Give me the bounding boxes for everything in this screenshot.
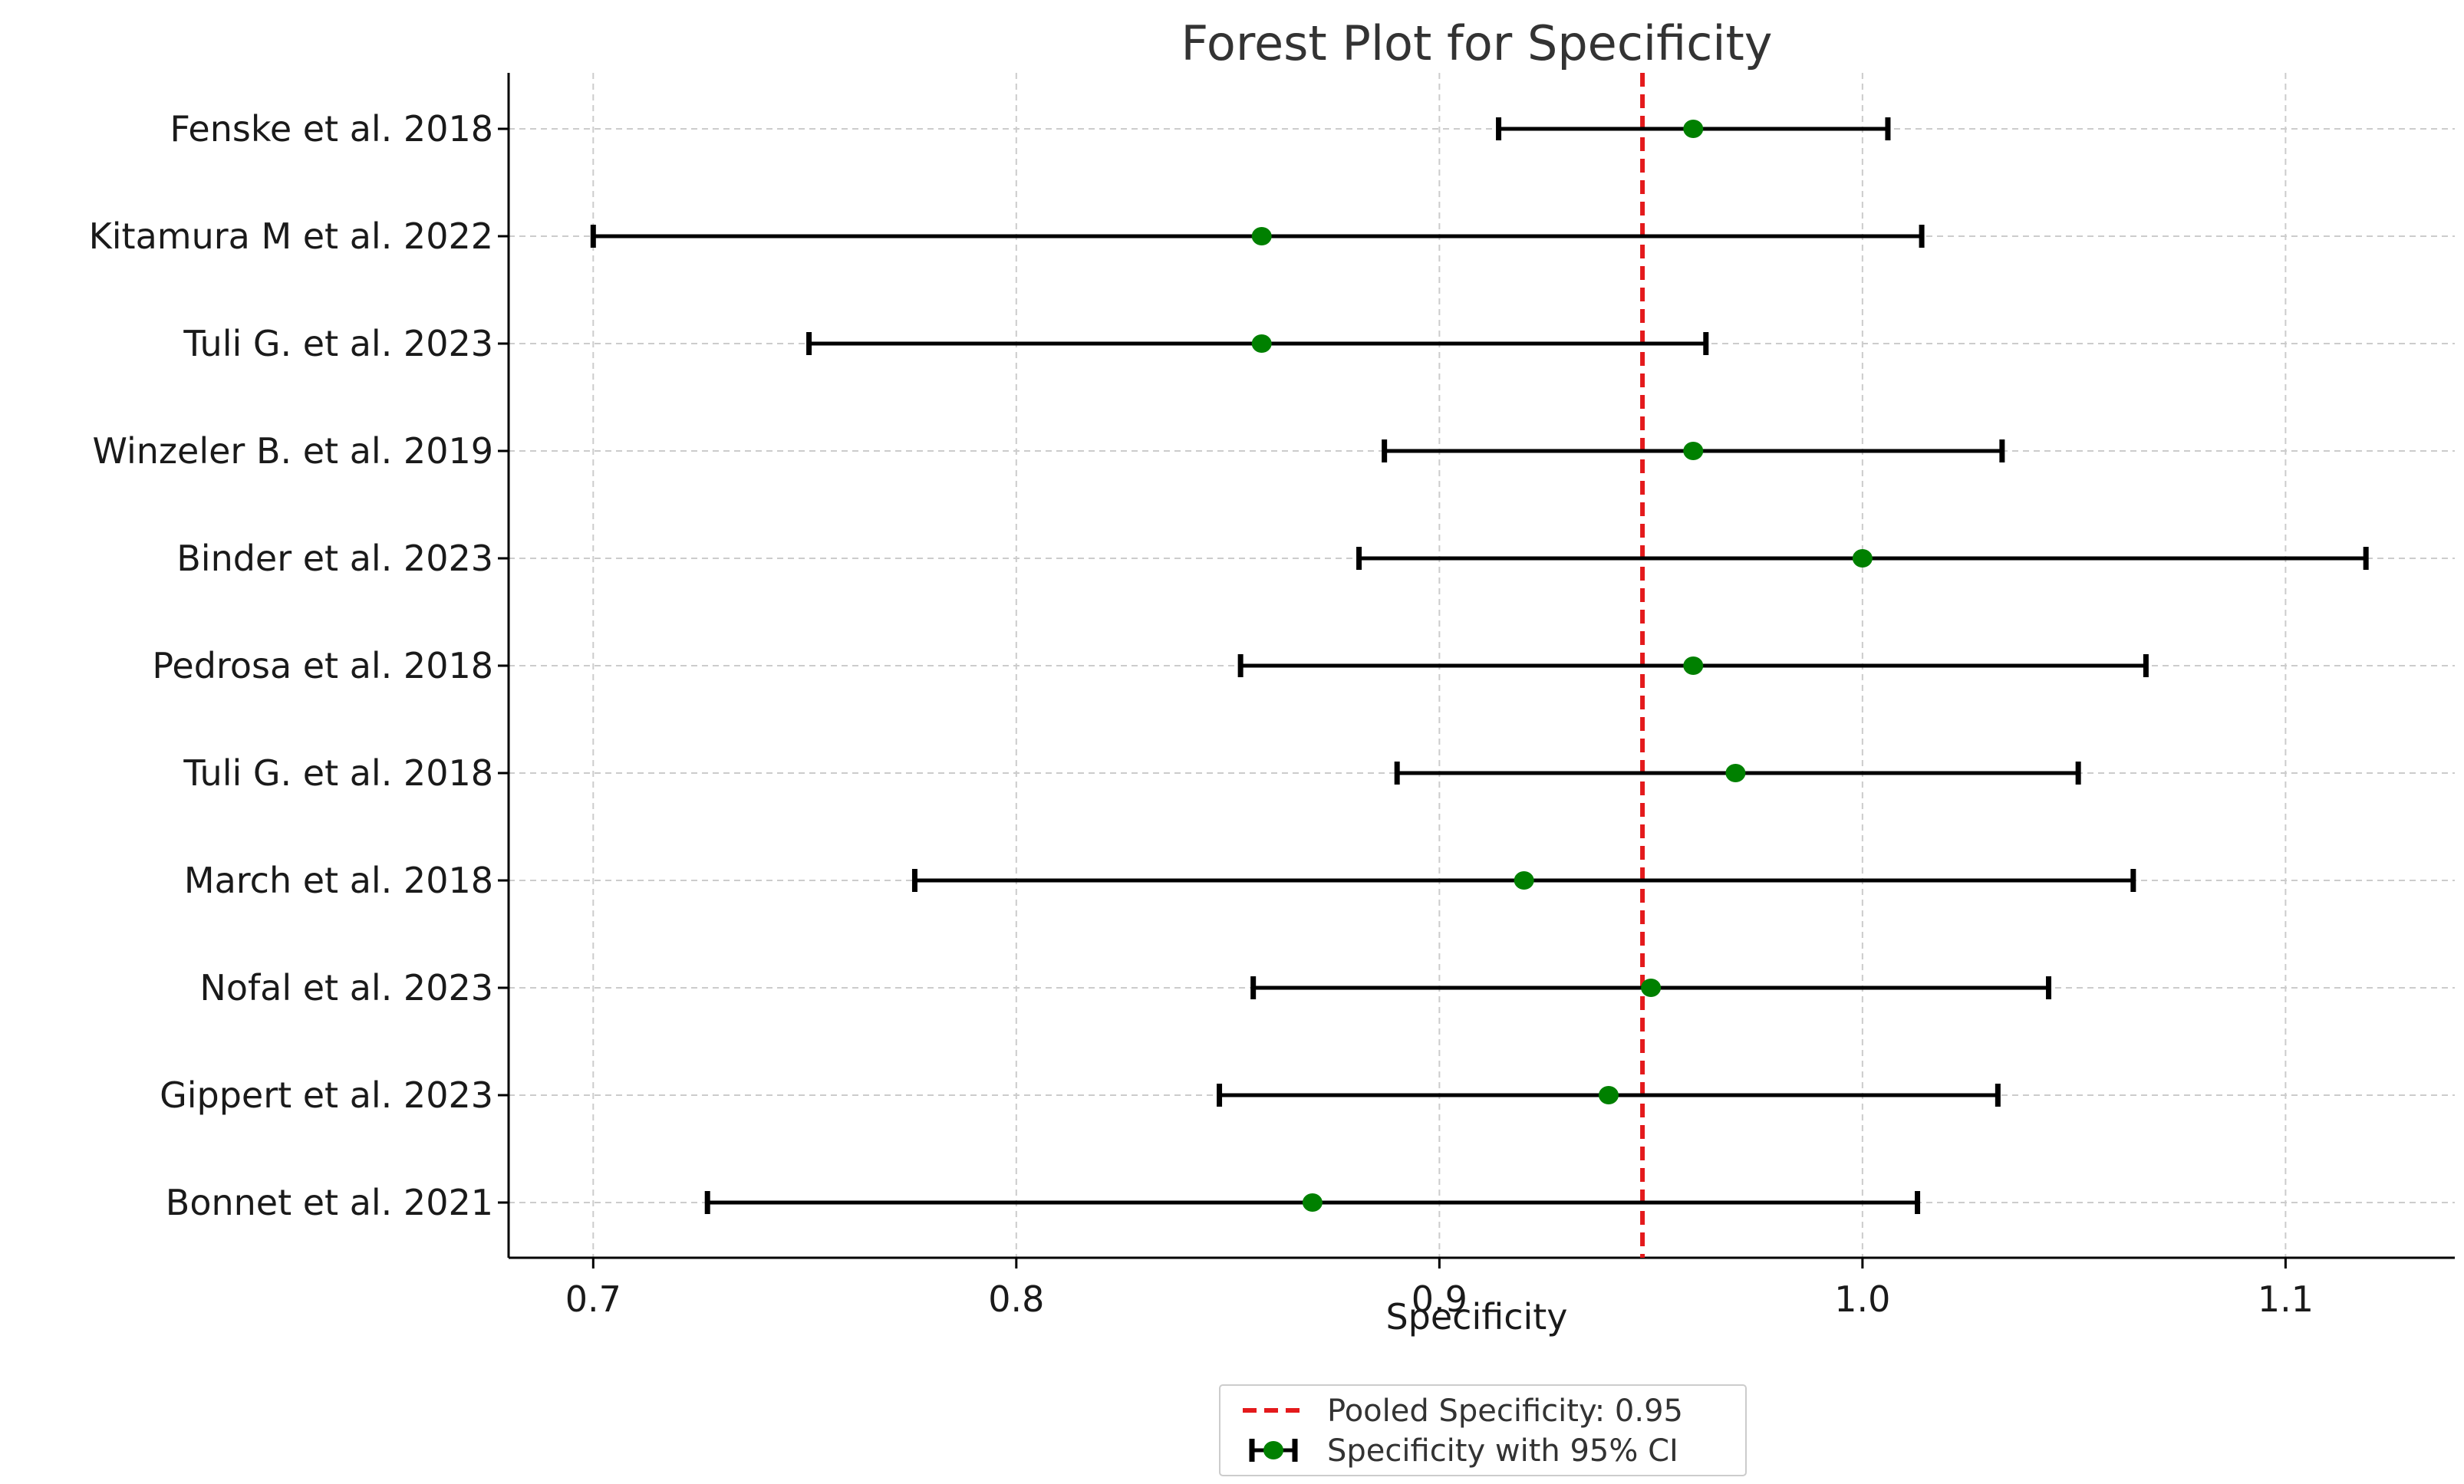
estimate-point [1683,656,1704,675]
legend: Pooled Specificity: 0.95 Specificity with… [1219,1384,1747,1476]
study-label: March et al. 2018 [184,860,493,901]
study-label: Binder et al. 2023 [176,538,493,579]
estimate-point [1641,979,1662,997]
study-label: Pedrosa et al. 2018 [152,645,493,686]
estimate-point [1683,442,1704,460]
chart-title: Forest Plot for Specificity [1181,15,1772,71]
x-tick-label: 1.0 [1834,1278,1890,1320]
estimate-point [1725,764,1746,782]
study-label: Bonnet et al. 2021 [166,1182,493,1223]
legend-box [1219,1384,1747,1476]
estimate-point [1683,120,1704,138]
study-label: Winzeler B. et al. 2019 [92,430,493,472]
estimate-point [1251,334,1272,353]
labels: 0.7 0.8 0.9 1.0 1.1 Fenske et al. 2018 Kitamur… [89,108,2314,1320]
x-tick-label: 0.7 [565,1278,621,1320]
estimate-point [1251,227,1272,245]
study-label: Nofal et al. 2023 [199,967,493,1009]
x-axis-label: Specificity [1385,1296,1567,1338]
legend-ci-swatch-point [1263,1441,1283,1459]
study-label: Tuli G. et al. 2018 [183,752,493,794]
legend-ci-label: Specificity with 95% CI [1327,1433,1678,1469]
study-label: Gippert et al. 2023 [160,1074,493,1116]
estimate-point [1852,549,1873,568]
estimate-points [1251,120,1873,1212]
study-label: Kitamura M et al. 2022 [89,216,493,257]
legend-pooled-label: Pooled Specificity: 0.95 [1327,1394,1683,1429]
estimate-point [1302,1193,1323,1212]
study-label: Tuli G. et al. 2023 [183,323,493,364]
axes [498,73,2455,1268]
x-tick-label: 0.9 [1412,1278,1468,1320]
x-tick-label: 0.8 [988,1278,1044,1320]
x-tick-label: 1.1 [2258,1278,2314,1320]
estimate-point [1514,871,1534,890]
study-label: Fenske et al. 2018 [170,108,493,150]
estimate-point [1598,1086,1619,1104]
